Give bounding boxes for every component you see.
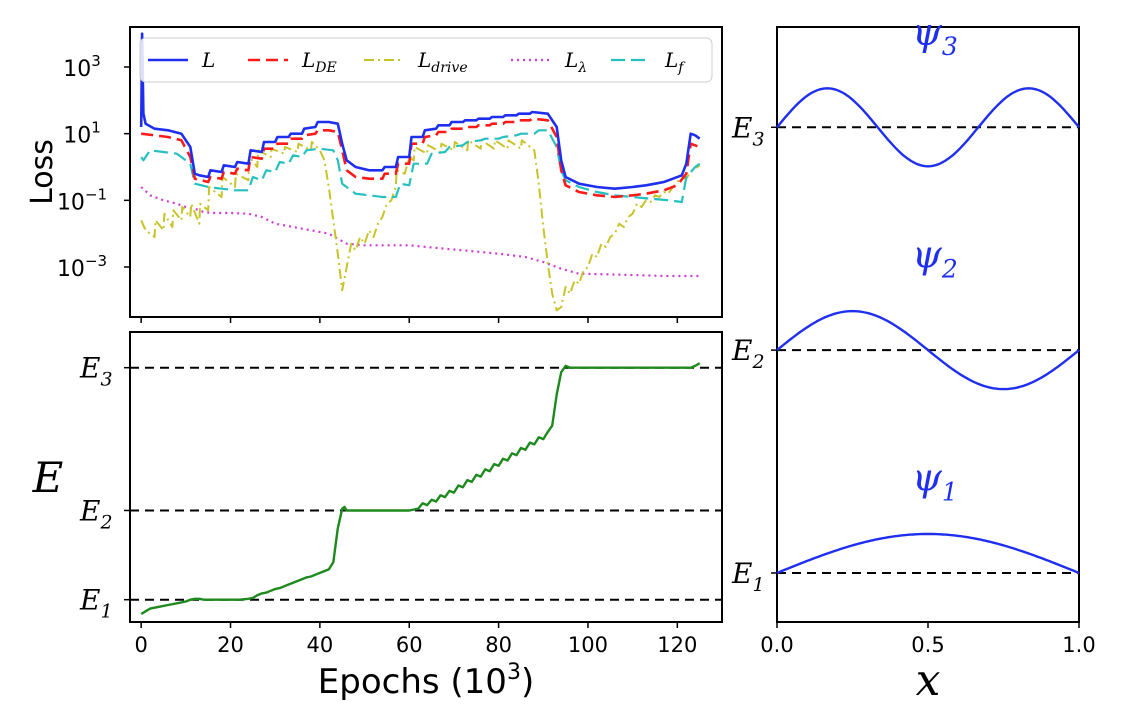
- loss-y-tick-label: 10−3: [57, 252, 107, 282]
- tick-base: 10: [63, 57, 91, 82]
- psi-label: ψ3: [912, 10, 958, 61]
- level-subscript: 1: [100, 601, 112, 623]
- loss-y-tick-label: 103: [63, 52, 101, 82]
- series-line-l: [139, 32, 701, 190]
- level-name: E: [731, 557, 752, 590]
- psi-subscript: 1: [942, 478, 958, 507]
- energy-level-label: E2: [79, 494, 113, 533]
- energy-curve: [140, 362, 701, 616]
- wave-x-tick-label: 0.0: [760, 633, 793, 657]
- psi-symbol: ψ: [912, 456, 943, 500]
- legend-label-base: L: [417, 48, 431, 72]
- legend-label-l-drive: Ldrive: [417, 48, 468, 76]
- legend-label-subscript: DE: [314, 60, 336, 76]
- legend-label-l-lambda: Lλ: [564, 48, 587, 76]
- wavefunction-psi2: [776, 309, 1080, 391]
- wave-level-label: E1: [731, 557, 765, 596]
- tick-base: 10: [63, 124, 91, 149]
- wavefunction-psi1: [776, 532, 1080, 575]
- psi-subscript: 3: [942, 32, 958, 61]
- wave-x-axis-label: x: [916, 655, 941, 706]
- legend-label-base: L: [564, 48, 578, 72]
- level-name: E: [79, 494, 100, 527]
- tick-exponent: 3: [91, 52, 101, 70]
- loss-y-axis-label: Loss: [25, 139, 60, 205]
- wave-x-tick-label: 0.5: [911, 633, 944, 657]
- energy-x-tick-label: 80: [485, 633, 512, 657]
- level-name: E: [79, 584, 100, 617]
- energy-y-axis-label: E: [32, 453, 64, 502]
- wave-level-label: E3: [731, 111, 765, 150]
- level-subscript: 3: [752, 128, 764, 150]
- tick-base: 10: [57, 190, 85, 215]
- level-subscript: 2: [751, 351, 764, 373]
- energy-x-tick-label: 120: [657, 633, 697, 657]
- level-subscript: 2: [99, 511, 112, 533]
- legend-label-base: L: [664, 48, 678, 72]
- legend-label-l-f: Lf: [664, 48, 686, 76]
- wavefunction-psi3: [776, 87, 1080, 168]
- wave-x-ticks: 0.0 0.5 1.0: [760, 622, 1096, 657]
- tick-exponent: −3: [85, 252, 107, 270]
- level-subscript: 1: [752, 574, 764, 596]
- level-name: E: [79, 352, 100, 385]
- tick-base: 10: [57, 257, 85, 282]
- series-line-l-drive: [140, 139, 701, 312]
- legend-label-subscript: f: [677, 60, 686, 76]
- loss-x-ticks: [140, 317, 679, 323]
- loss-y-tick-label: 101: [63, 119, 101, 149]
- energy-x-tick-label: 0: [134, 633, 147, 657]
- energy-x-axis-label: Epochs (103): [318, 660, 534, 702]
- level-subscript: 3: [100, 369, 112, 391]
- legend-label-base: L: [201, 48, 215, 72]
- series-line-l-de: [141, 117, 701, 199]
- loss-legend: L LDE Ldrive Lλ Lf: [139, 37, 713, 83]
- tick-exponent: 1: [91, 119, 101, 137]
- xlabel-main: Epochs (10: [318, 662, 507, 702]
- level-name: E: [731, 111, 752, 144]
- energy-axes-frame: [129, 331, 723, 623]
- xlabel-close: ): [521, 662, 534, 702]
- legend-label-subscript: λ: [577, 60, 587, 76]
- loss-y-tick-label: 10−1: [57, 185, 107, 215]
- legend-label-l-de: LDE: [301, 48, 337, 76]
- legend-label-base: L: [301, 48, 315, 72]
- energy-x-tick-label: 20: [217, 633, 244, 657]
- tick-exponent: −1: [85, 185, 107, 203]
- energy-x-tick-label: 40: [307, 633, 334, 657]
- xlabel-exp: 3: [507, 660, 521, 685]
- loss-series-group: [139, 32, 701, 312]
- psi-label: ψ1: [912, 456, 958, 507]
- wave-axes-frame: [776, 26, 1080, 623]
- energy-x-tick-label: 60: [396, 633, 423, 657]
- energy-x-tick-label: 100: [568, 633, 608, 657]
- wave-x-tick-label: 1.0: [1062, 633, 1095, 657]
- legend-label-subscript: drive: [431, 60, 467, 76]
- energy-level-label: E3: [79, 352, 113, 391]
- psi-symbol: ψ: [912, 233, 943, 277]
- legend-frame: [139, 37, 713, 83]
- energy-x-ticks: 0 20 40 60 80 100 120: [134, 622, 697, 657]
- legend-label-l: L: [201, 48, 215, 72]
- psi-subscript: 2: [941, 255, 958, 284]
- series-line-l-f: [140, 129, 701, 204]
- level-name: E: [731, 334, 752, 367]
- energy-level-label: E1: [79, 584, 113, 623]
- energy-series-group: [140, 362, 701, 616]
- wave-level-label: E2: [731, 334, 765, 373]
- psi-label: ψ2: [912, 233, 958, 284]
- psi-symbol: ψ: [912, 10, 943, 54]
